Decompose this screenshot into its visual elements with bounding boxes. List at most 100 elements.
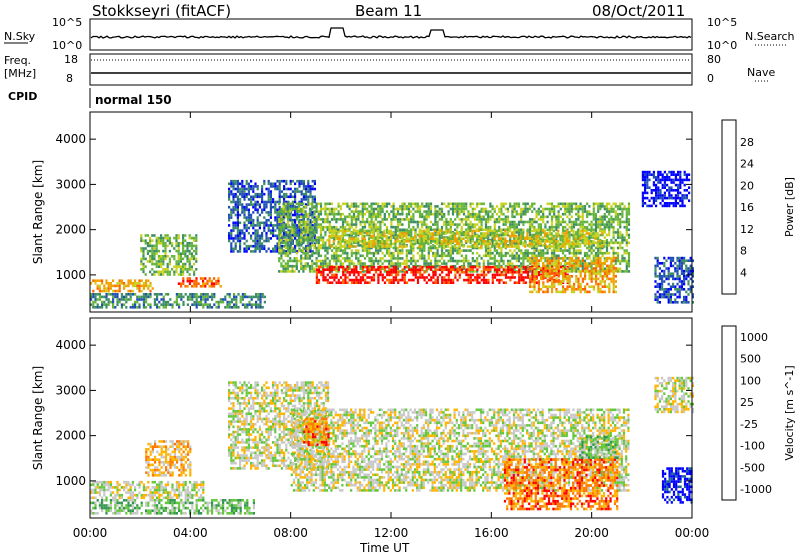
- echo-cell: [344, 279, 346, 282]
- echo-cell: [402, 279, 404, 282]
- echo-cell: [426, 203, 428, 206]
- echo-cell: [364, 226, 366, 229]
- echo-cell: [441, 276, 443, 279]
- echo-cell: [276, 214, 278, 217]
- echo-cell: [438, 245, 440, 248]
- echo-cell: [114, 285, 116, 288]
- echo-cell: [333, 243, 335, 246]
- echo-cell: [189, 282, 191, 285]
- echo-cell: [417, 265, 419, 268]
- echo-cell: [178, 260, 180, 263]
- echo-cell: [351, 226, 353, 229]
- echo-cell: [443, 221, 445, 224]
- echo-cell: [344, 203, 346, 206]
- echo-cell: [373, 252, 375, 255]
- echo-cell: [291, 203, 293, 206]
- echo-cell: [395, 268, 397, 271]
- echo-cell: [430, 232, 432, 235]
- echo-cell: [280, 221, 282, 224]
- echo-cell: [454, 208, 456, 211]
- echo-cell: [229, 293, 231, 296]
- echo-cell: [160, 258, 162, 261]
- echo-cell: [324, 221, 326, 224]
- echo-cell: [99, 296, 101, 299]
- echo-cell: [459, 249, 461, 252]
- echo-cell: [516, 205, 518, 208]
- echo-cell: [237, 229, 239, 232]
- echo-cell: [606, 203, 608, 206]
- echo-cell: [261, 188, 263, 191]
- echo-cell: [318, 213, 320, 216]
- echo-cell: [500, 203, 502, 206]
- echo-cell: [195, 237, 197, 240]
- echo-cell: [270, 193, 272, 196]
- echo-cell: [362, 208, 364, 211]
- echo-cell: [346, 234, 348, 237]
- echo-cell: [366, 252, 368, 255]
- echo-cell: [162, 258, 164, 261]
- echo-cell: [628, 270, 630, 273]
- echo-cell: [615, 213, 617, 216]
- echo-cell: [342, 235, 344, 238]
- echo-cell: [621, 239, 623, 242]
- echo-cell: [509, 203, 511, 206]
- echo-cell: [547, 229, 549, 232]
- echo-cell: [456, 237, 458, 240]
- echo-cell: [491, 230, 493, 233]
- echo-cell: [518, 221, 520, 224]
- echo-cell: [560, 203, 562, 206]
- echo-cell: [248, 190, 250, 193]
- echo-cell: [437, 262, 439, 265]
- echo-cell: [395, 216, 397, 219]
- echo-cell: [360, 281, 362, 284]
- echo-cell: [377, 221, 379, 224]
- echo-cell: [608, 231, 610, 234]
- echo-cell: [549, 210, 551, 213]
- echo-cell: [178, 293, 180, 296]
- echo-cell: [487, 271, 489, 274]
- echo-cell: [320, 213, 322, 216]
- echo-cell: [388, 265, 390, 268]
- echo-cell: [274, 250, 276, 253]
- echo-cell: [382, 266, 384, 269]
- echo-cell: [145, 273, 147, 276]
- echo-cell: [476, 274, 478, 277]
- echo-cell: [593, 249, 595, 252]
- echo-cell: [232, 211, 234, 214]
- echo-cell: [305, 213, 307, 216]
- echo-cell: [362, 216, 364, 219]
- echo-cell: [280, 216, 282, 219]
- echo-cell: [182, 234, 184, 237]
- echo-cell: [312, 185, 314, 188]
- echo-cell: [360, 255, 362, 258]
- echo-cell: [265, 201, 267, 204]
- echo-cell: [243, 222, 245, 225]
- echo-cell: [397, 255, 399, 258]
- echo-cell: [335, 270, 337, 273]
- echo-cell: [584, 226, 586, 229]
- echo-cell: [421, 216, 423, 219]
- echo-cell: [382, 203, 384, 206]
- echo-cell: [478, 221, 480, 224]
- echo-cell: [351, 221, 353, 224]
- echo-cell: [478, 255, 480, 258]
- echo-cell: [461, 221, 463, 224]
- echo-cell: [613, 218, 615, 221]
- echo-cell: [364, 205, 366, 208]
- echo-cell: [204, 277, 206, 280]
- echo-cell: [597, 255, 599, 258]
- power-echo-layer: [90, 171, 694, 309]
- echo-cell: [491, 235, 493, 238]
- echo-cell: [628, 223, 630, 226]
- echo-cell: [397, 249, 399, 252]
- echo-cell: [263, 245, 265, 248]
- echo-cell: [456, 205, 458, 208]
- echo-cell: [305, 185, 307, 188]
- echo-cell: [487, 213, 489, 216]
- echo-cell: [569, 218, 571, 221]
- echo-cell: [303, 185, 305, 188]
- echo-cell: [311, 244, 313, 247]
- echo-cell: [335, 245, 337, 248]
- echo-cell: [608, 242, 610, 245]
- echo-cell: [280, 255, 282, 258]
